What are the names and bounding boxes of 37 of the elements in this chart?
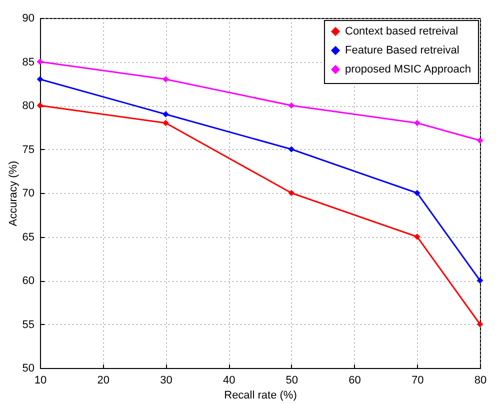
point (288, 190, 295, 196)
point (288, 102, 295, 109)
point (288, 146, 295, 152)
point (476, 137, 484, 144)
x-tick-label: 60 (348, 374, 361, 386)
y-tick-label: 80 (22, 100, 34, 112)
legend-label: proposed MSIC Approach (345, 64, 471, 76)
y-tick-label: 70 (22, 188, 34, 200)
point (414, 120, 420, 126)
point (162, 76, 169, 82)
y-tick-label: 85 (22, 56, 34, 68)
x-tick-label: 30 (160, 374, 172, 386)
x-axis-title: Recall rate (%) (224, 390, 297, 402)
y-axis-title: Accuracy (%) (7, 160, 20, 226)
x-tick-label: 70 (412, 374, 424, 386)
point (414, 190, 420, 196)
x-tick-label: 20 (97, 374, 110, 386)
y-tick-label: 65 (22, 231, 34, 244)
point (476, 321, 484, 328)
x-tick-label: 50 (286, 374, 298, 386)
legend-label: Feature Based retreival (345, 44, 460, 56)
point (162, 111, 169, 118)
y-tick-label: 75 (22, 144, 34, 156)
legend-label: Context based retreival (345, 26, 458, 38)
y-tick-label: 55 (22, 318, 34, 331)
point (36, 76, 44, 82)
x-tick-label: 10 (34, 374, 47, 386)
y-tick-label: 60 (22, 275, 34, 287)
y-tick-label: 50 (22, 362, 34, 374)
point (476, 277, 484, 284)
x-tick-label: 80 (474, 374, 487, 386)
point (414, 234, 420, 240)
x-tick-label: 40 (222, 374, 236, 386)
point (36, 58, 44, 65)
y-tick-label: 90 (22, 12, 34, 24)
point (36, 102, 44, 109)
point (162, 120, 169, 126)
